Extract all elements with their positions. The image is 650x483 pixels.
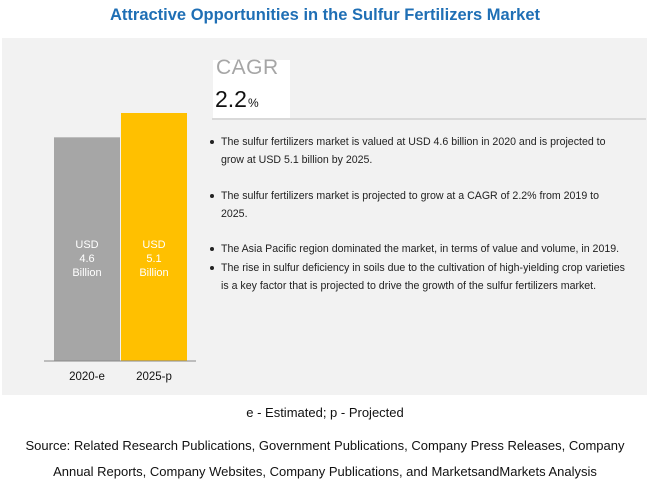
chart-title: Attractive Opportunities in the Sulfur F… bbox=[110, 6, 540, 24]
x-tick-label: 2020-e bbox=[69, 371, 105, 383]
x-tick-label: 2025-p bbox=[136, 371, 172, 383]
bar-value-label: 5.1 bbox=[146, 253, 161, 265]
finding-growth-driver: The rise in sulfur deficiency in soils d… bbox=[208, 259, 628, 295]
key-findings-list: The sulfur fertilizers market is valued … bbox=[208, 133, 628, 295]
bar-value-label: 4.6 bbox=[79, 253, 94, 265]
cagr-label: CAGR bbox=[216, 56, 279, 79]
cagr-unit: % bbox=[247, 96, 259, 110]
divider-line bbox=[212, 118, 646, 120]
finding-cagr: The sulfur fertilizers market is project… bbox=[208, 187, 628, 223]
bar-value-label: USD bbox=[75, 239, 98, 251]
finding-asia-pacific: The Asia Pacific region dominated the ma… bbox=[208, 240, 628, 258]
cagr-value: 2.2% bbox=[215, 86, 259, 113]
finding-market-value: The sulfur fertilizers market is valued … bbox=[208, 133, 628, 169]
bar-value-label: Billion bbox=[72, 267, 101, 279]
cagr-number: 2.2 bbox=[215, 86, 247, 112]
bar-2025-p bbox=[121, 113, 187, 361]
source-note: Source: Related Research Publications, G… bbox=[25, 438, 625, 479]
bar-2020-e bbox=[54, 137, 120, 361]
bar-value-label: USD bbox=[142, 239, 165, 251]
bar-value-label: Billion bbox=[139, 267, 168, 279]
cagr-box bbox=[213, 60, 290, 119]
footnote: e - Estimated; p - Projected bbox=[246, 405, 404, 420]
